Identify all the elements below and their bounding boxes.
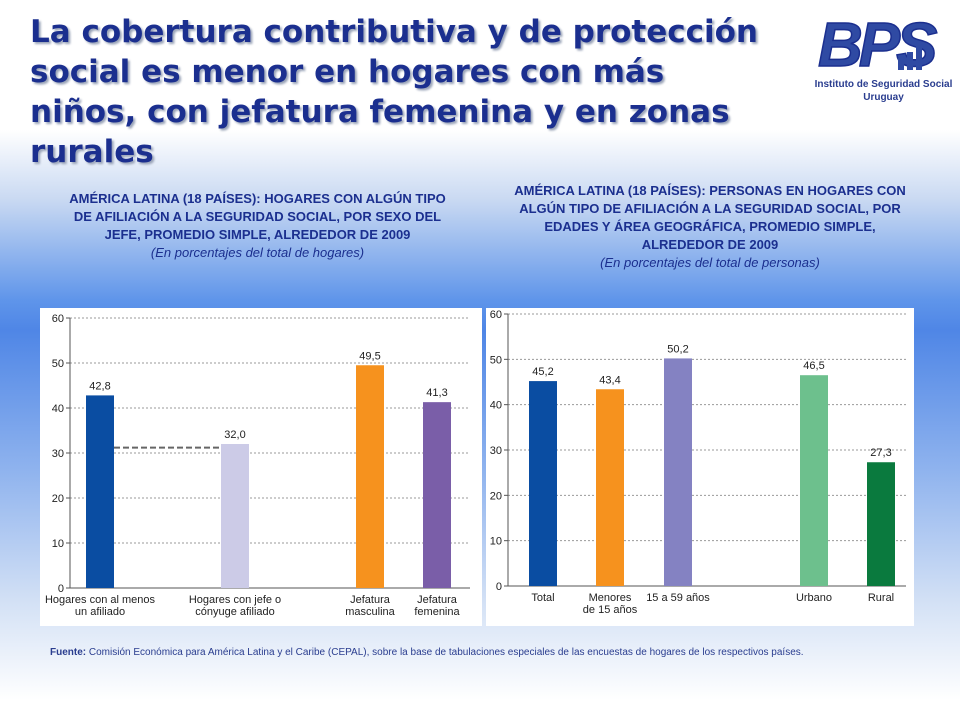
x-tick-label: femenina [414,606,460,618]
logo-wordmark: BPS [818,11,937,80]
right-chart-heading: AMÉRICA LATINA (18 PAÍSES): PERSONAS EN … [510,182,910,272]
y-tick-label: 10 [490,536,502,548]
x-tick-label: 15 a 59 años [646,592,710,604]
logo-bar [907,52,913,70]
y-tick-label: 40 [490,400,502,412]
right-chart-panel: 0 10 20 30 40 50 60 45,2 Total 43,4 Menores de 15 a… [486,308,914,626]
y-tick-label: 0 [496,581,502,593]
x-tick-label: cónyuge afiliado [195,606,275,618]
bar-value-label: 42,8 [89,380,110,392]
x-tick-label: masculina [345,606,395,618]
bar-value-label: 43,4 [599,374,620,386]
y-tick-label: 50 [52,358,64,370]
bar-value-label: 41,3 [426,387,447,399]
bar-value-label: 32,0 [224,429,245,441]
bar [867,462,895,586]
left-chart-subtitle: (En porcentajes del total de hogares) [150,245,365,260]
left-chart: 0 10 20 30 40 50 60 42,8 Hogares con al menosun … [45,313,470,618]
y-tick-label: 10 [52,538,64,550]
bar [800,375,828,586]
bar-value-label: 50,2 [667,343,688,355]
y-tick-label: 60 [490,309,502,321]
bar-value-label: 46,5 [803,360,824,372]
bar [664,358,692,586]
bar [356,365,384,588]
x-tick-label: Urbano [796,592,832,604]
y-tick-label: 0 [58,583,64,595]
source-text: Comisión Económica para América Latina y… [88,647,804,658]
page-title: La cobertura contributiva y de protecció… [30,14,759,170]
logo-bar [916,46,922,70]
bar-value-label: 49,5 [359,350,380,362]
logo-caption-line1: Instituto de Seguridad Social [814,79,953,90]
left-chart-title: AMÉRICA LATINA (18 PAÍSES): HOGARES CON … [69,191,446,242]
x-tick-label: Jefatura [417,594,458,606]
y-tick-label: 20 [490,490,502,502]
x-tick-label: Rural [868,592,894,604]
logo-caption: Instituto de Seguridad Social Uruguay [806,78,960,104]
x-tick-label: de 15 años [583,604,638,616]
x-tick-label: Menores [589,592,632,604]
left-chart-panel: 0 10 20 30 40 50 60 42,8 Hogares con al menos un … [40,308,482,626]
bar [529,381,557,586]
x-tick-label: Hogares con jefe o [189,594,281,606]
x-tick-label: Total [531,592,554,604]
y-tick-label: 50 [490,354,502,366]
right-chart-title: AMÉRICA LATINA (18 PAÍSES): PERSONAS EN … [514,183,906,252]
bar [596,389,624,586]
x-tick-label: Jefatura [350,594,391,606]
logo-caption-line2: Uruguay [863,92,904,103]
bar [86,395,114,588]
logo-bar [898,58,904,70]
bps-logo: BPS [817,10,942,81]
bar [423,402,451,588]
y-tick-label: 40 [52,403,64,415]
y-tick-label: 30 [52,448,64,460]
source-note: Fuente: Comisión Económica para América … [50,646,850,660]
right-chart-subtitle: (En porcentajes del total de personas) [600,255,820,270]
y-tick-label: 30 [490,445,502,457]
x-tick-label: un afiliado [75,606,125,618]
y-tick-label: 20 [52,493,64,505]
x-tick-label: Hogares con al menos [45,594,156,606]
left-chart-heading: AMÉRICA LATINA (18 PAÍSES): HOGARES CON … [60,190,455,262]
y-tick-label: 60 [52,313,64,325]
source-label: Fuente: [50,647,87,658]
bar-value-label: 45,2 [532,366,553,378]
bar [221,444,249,588]
bar-value-label: 27,3 [870,447,891,459]
